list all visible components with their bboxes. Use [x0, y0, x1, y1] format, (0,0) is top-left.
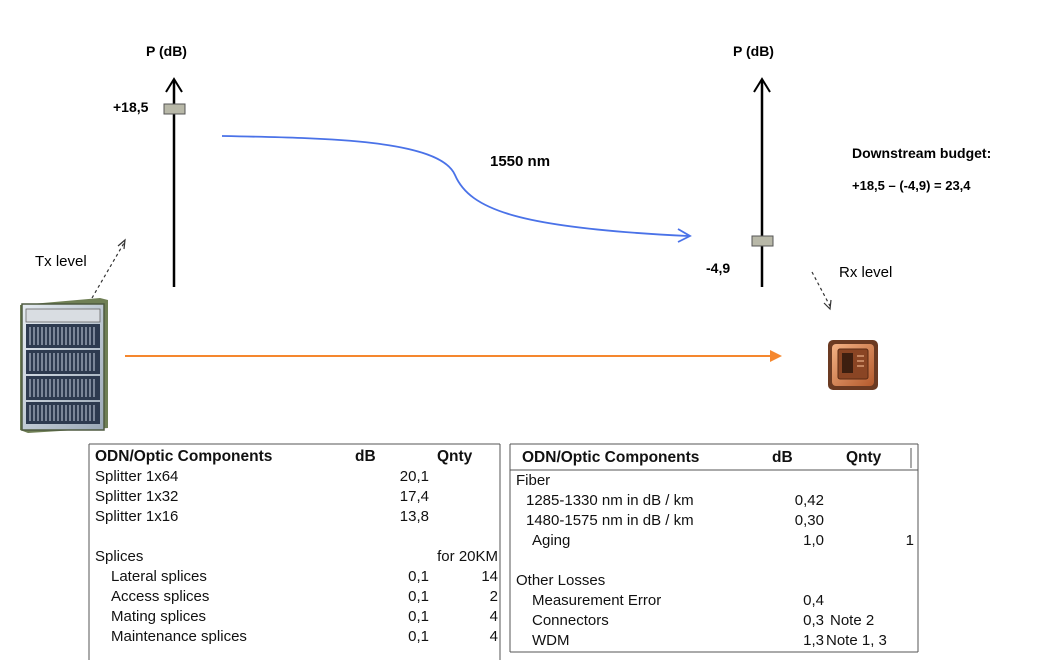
rx-level-label: Rx level	[839, 264, 893, 281]
cell-db: 0,3	[803, 612, 824, 629]
cell-name: Aging	[532, 532, 571, 549]
cell-name: Other Losses	[516, 572, 606, 589]
budget-title: Downstream budget:	[852, 145, 992, 161]
table-header: ODN/Optic Components dB Qnty	[510, 448, 918, 468]
cell-db: 0,4	[803, 592, 824, 609]
table-row: 1285-1330 nm in dB / km 0,42	[510, 491, 918, 511]
cell-name: Fiber	[516, 472, 551, 489]
table-row: Mating splices 0,1 4	[89, 607, 500, 627]
signal-arrowhead	[677, 228, 692, 243]
cell-qty: Note 2	[830, 612, 875, 629]
header-qnty: Qnty	[437, 448, 473, 465]
cell-qty: 4	[489, 608, 498, 625]
cell-db: 20,1	[399, 468, 429, 485]
cell-name: 1480-1575 nm in dB / km	[526, 512, 694, 529]
cell-qty: 4	[489, 628, 498, 645]
cell-qty: for 20KM	[437, 548, 498, 565]
table-row: 1480-1575 nm in dB / km 0,30	[510, 511, 918, 531]
cell-db: 17,4	[399, 488, 429, 505]
header-db: dB	[772, 449, 793, 466]
table-row: Connectors 0,3 Note 2	[510, 611, 918, 631]
cell-db: 0,1	[408, 588, 429, 605]
cell-name: Access splices	[111, 588, 210, 605]
header-components: ODN/Optic Components	[95, 448, 273, 465]
cell-name: Splitter 1x32	[95, 488, 179, 505]
table-row	[510, 551, 918, 571]
right-components-table: ODN/Optic Components dB Qnty Fiber 1285-…	[510, 446, 918, 652]
cell-db: 1,3	[803, 632, 824, 649]
budget-formula: +18,5 – (-4,9) = 23,4	[852, 178, 971, 193]
cell-name: Splitter 1x16	[95, 508, 179, 525]
right-power-axis	[753, 77, 771, 287]
cell-name: WDM	[532, 632, 570, 649]
table-row: WDM 1,3 Note 1, 3	[510, 631, 918, 651]
cell-db: 13,8	[399, 508, 429, 525]
cell-qty: 1	[905, 532, 914, 549]
cell-db: 0,30	[794, 512, 824, 529]
tx-level-label: Tx level	[35, 253, 87, 270]
table-row: Access splices 0,1 2	[89, 587, 500, 607]
fiber-arrowhead	[770, 350, 782, 362]
header-components: ODN/Optic Components	[522, 449, 700, 466]
cell-name: Mating splices	[111, 608, 207, 625]
wavelength-label: 1550 nm	[490, 153, 551, 170]
table-header: ODN/Optic Components dB Qnty	[89, 447, 500, 467]
table-row: Splices for 20KM	[89, 547, 500, 567]
cell-name: Measurement Error	[532, 592, 662, 609]
cell-db: 0,1	[408, 608, 429, 625]
ont-device-icon	[828, 340, 878, 390]
cell-qty: 14	[481, 568, 498, 585]
cell-name: Splices	[95, 548, 144, 565]
table-row: Maintenance splices 0,1 4	[89, 627, 500, 647]
cell-name: Lateral splices	[111, 568, 207, 585]
left-table-frame	[88, 443, 501, 660]
cell-db: 0,1	[408, 628, 429, 645]
right-table-frame	[509, 443, 919, 653]
olt-device-icon	[20, 298, 108, 433]
table-row: Measurement Error 0,4	[510, 591, 918, 611]
right-axis-label: P (dB)	[733, 43, 774, 59]
rx-pointer	[811, 271, 831, 307]
header-qnty: Qnty	[846, 449, 882, 466]
cell-name: Maintenance splices	[111, 628, 247, 645]
table-row: Aging 1,0 1	[510, 531, 918, 551]
cell-db: 0,42	[794, 492, 824, 509]
rx-level-marker	[751, 235, 774, 247]
tx-level-marker	[163, 103, 186, 115]
left-axis-label: P (dB)	[146, 43, 187, 59]
table-row: Lateral splices 0,1 14	[89, 567, 500, 587]
table-row: Other Losses	[510, 571, 918, 591]
cell-db: 1,0	[803, 532, 824, 549]
rx-power-value: -4,9	[706, 260, 731, 276]
table-row	[89, 527, 500, 547]
table-row: Splitter 1x32 17,4	[89, 487, 500, 507]
cell-name: Connectors	[532, 612, 609, 629]
table-row: Splitter 1x16 13,8	[89, 507, 500, 527]
cell-qty: Note 1, 3	[826, 632, 887, 649]
cell-name: Splitter 1x64	[95, 468, 179, 485]
cell-qty: 2	[489, 588, 498, 605]
signal-curve	[221, 135, 689, 237]
tx-power-value: +18,5	[113, 99, 149, 115]
cell-db: 0,1	[408, 568, 429, 585]
left-components-table: ODN/Optic Components dB Qnty Splitter 1x…	[89, 446, 500, 660]
table-row: Fiber	[510, 471, 918, 491]
tx-pointer	[91, 242, 125, 299]
table-row: Splitter 1x64 20,1	[89, 467, 500, 487]
cell-name: 1285-1330 nm in dB / km	[526, 492, 694, 509]
header-db: dB	[355, 448, 376, 465]
